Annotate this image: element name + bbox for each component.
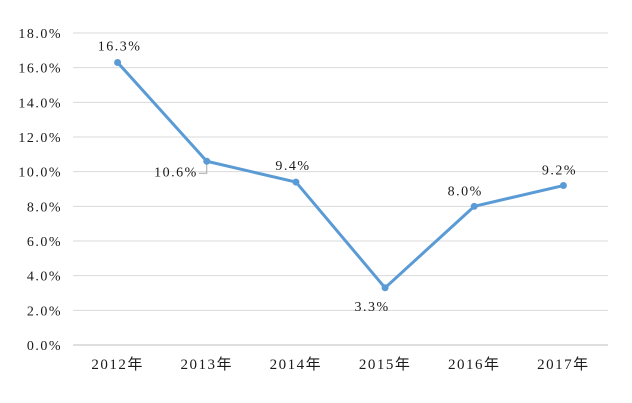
x-axis-tick-label: 2016年 bbox=[448, 356, 501, 373]
series-line bbox=[116, 60, 565, 290]
data-point-marker bbox=[559, 182, 567, 190]
data-label-leader-line bbox=[198, 164, 208, 174]
y-axis-tick-label: 16.0% bbox=[18, 62, 62, 77]
y-axis-tick-label: 4.0% bbox=[27, 270, 62, 285]
y-axis-tick-label: 14.0% bbox=[18, 96, 62, 111]
data-label: 16.3% bbox=[98, 39, 142, 54]
y-axis-tick-label: 8.0% bbox=[27, 200, 62, 215]
x-axis-tick-label: 2012年 bbox=[91, 356, 144, 373]
data-point-marker bbox=[203, 157, 211, 165]
x-axis-tick-label: 2014年 bbox=[270, 356, 323, 373]
x-axis-tick-label: 2015年 bbox=[359, 356, 412, 373]
data-point-marker bbox=[292, 178, 300, 186]
y-axis-tick-label: 6.0% bbox=[27, 235, 62, 250]
data-point-marker bbox=[114, 58, 122, 66]
data-point-marker bbox=[470, 202, 478, 210]
y-axis-tick-label: 18.0% bbox=[18, 27, 62, 42]
y-axis-tick-label: 0.0% bbox=[27, 339, 62, 354]
x-axis-tick-label: 2017年 bbox=[537, 356, 590, 373]
data-label: 9.4% bbox=[275, 159, 310, 174]
data-point-marker bbox=[381, 284, 389, 292]
y-axis-tick-label: 12.0% bbox=[18, 131, 62, 146]
y-axis-tick-label: 10.0% bbox=[18, 166, 62, 181]
y-axis-tick-label: 2.0% bbox=[27, 304, 62, 319]
data-label: 10.6% bbox=[154, 165, 198, 180]
data-label: 3.3% bbox=[354, 300, 389, 315]
data-label: 8.0% bbox=[448, 184, 483, 199]
data-label: 9.2% bbox=[542, 164, 577, 179]
x-axis-tick-label: 2013年 bbox=[180, 356, 233, 373]
